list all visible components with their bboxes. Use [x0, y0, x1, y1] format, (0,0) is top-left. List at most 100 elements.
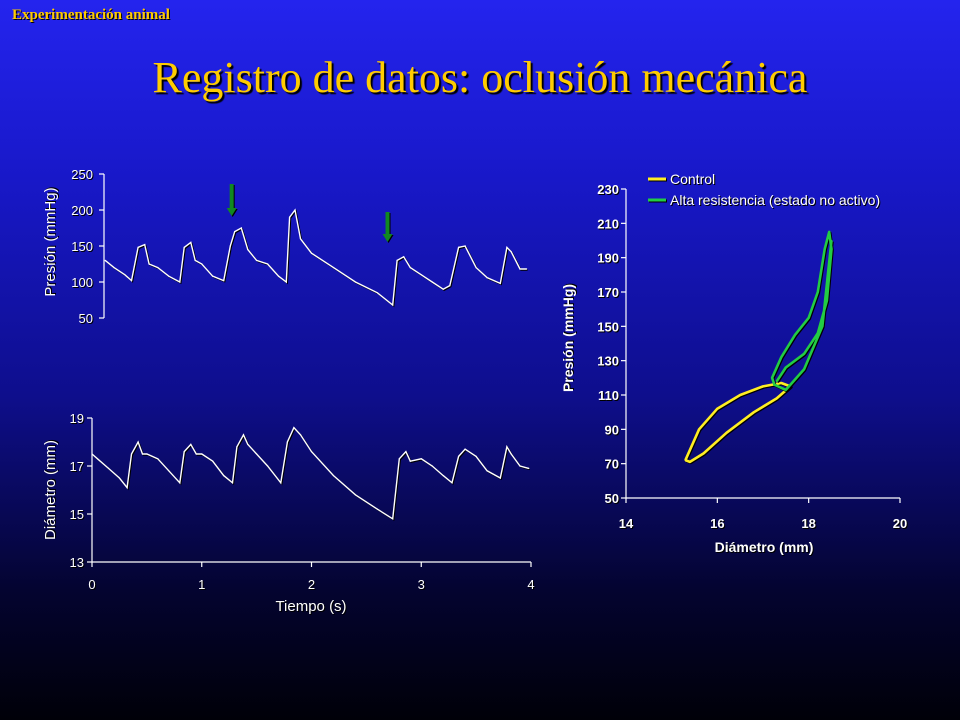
- loop-legend: Control Alta resistencia (estado no activ…: [648, 171, 880, 208]
- pressure-point: [310, 252, 313, 254]
- diameter-point: [376, 508, 378, 510]
- pressure-y-tick-label: 250: [71, 167, 93, 182]
- pressure-point: [449, 285, 451, 287]
- time-x-tick-label: 2: [308, 577, 315, 592]
- pressure-point: [409, 267, 411, 269]
- diameter-point: [499, 477, 501, 479]
- pressure-y-tick-label: 150: [71, 239, 93, 254]
- pressure-point: [148, 263, 150, 265]
- diameter-point: [190, 443, 192, 445]
- diameter-point: [107, 467, 110, 469]
- pressure-point: [458, 246, 460, 248]
- pressure-point: [137, 246, 139, 248]
- loop-point: [785, 389, 787, 391]
- loop-point: [773, 383, 776, 386]
- pressure-y-tick-label: 200: [71, 203, 93, 218]
- loop-point: [716, 407, 719, 410]
- diameter-y-tick-label: 13: [70, 555, 84, 570]
- pressure-arrows: [226, 184, 393, 242]
- pressure-point: [212, 275, 214, 277]
- diameter-point: [299, 434, 302, 436]
- pressure-point: [486, 277, 488, 279]
- loop-point: [830, 239, 833, 242]
- loop-point: [725, 432, 728, 434]
- pressure-point: [431, 281, 433, 283]
- header-tag: Experimentación animal: [12, 7, 170, 23]
- loop-x-tick-label: 14: [619, 516, 634, 531]
- diameter-point: [431, 465, 433, 467]
- diameter-point: [256, 453, 258, 455]
- diameter-point: [231, 482, 234, 484]
- diameter-point: [442, 475, 444, 477]
- pressure-point: [179, 281, 181, 283]
- time-x-tick-label: 1: [198, 577, 205, 592]
- diameter-point: [267, 465, 269, 467]
- diameter-point: [293, 427, 295, 429]
- pressure-point: [234, 231, 236, 233]
- pressure-time-chart: 50 100 150 200 250 Presión (mmHg): [42, 167, 528, 326]
- diameter-point: [168, 470, 170, 472]
- loop-point: [780, 382, 783, 384]
- loop-point: [821, 325, 824, 328]
- loop-point: [780, 356, 783, 358]
- loop-point: [775, 397, 778, 400]
- diameter-point: [146, 453, 148, 455]
- pressure-point: [168, 275, 170, 277]
- diameter-point: [519, 465, 521, 467]
- loop-point: [771, 377, 773, 379]
- pressure-point: [130, 280, 133, 282]
- pressure-point: [442, 288, 444, 290]
- pressure-y-tick-label: 50: [79, 311, 93, 326]
- diameter-point: [201, 453, 203, 455]
- pressure-point: [229, 245, 231, 247]
- diameter-axes: 13 15 17 19 0 1 2 3 4: [70, 411, 535, 592]
- diameter-point: [528, 467, 530, 469]
- occlusion-arrow-head: [226, 208, 237, 216]
- pressure-point: [278, 275, 280, 277]
- loop-point: [689, 461, 691, 463]
- loop-point: [702, 452, 705, 455]
- loop-x-axis-label: Diámetro (mm): [715, 539, 814, 555]
- legend-label: Control: [670, 171, 715, 187]
- diameter-point: [212, 460, 214, 462]
- loop-point: [817, 332, 819, 334]
- occlusion-arrow-head: [382, 234, 393, 242]
- loop-y-tick-label: 110: [598, 388, 619, 403]
- loop-y-tick-label: 70: [605, 457, 619, 472]
- pressure-point: [289, 216, 291, 218]
- pressure-point: [247, 249, 249, 251]
- loop-x-tick-label: 20: [893, 516, 907, 531]
- loop-point: [803, 353, 805, 355]
- pressure-y-tick-label: 100: [71, 275, 93, 290]
- pressure-point: [403, 256, 405, 258]
- diameter-trace-group: [91, 426, 530, 520]
- pressure-point: [144, 244, 146, 246]
- diameter-y-tick-label: 17: [70, 459, 84, 474]
- diameter-point: [141, 453, 144, 455]
- loop-point: [807, 317, 810, 319]
- loop-point: [684, 459, 687, 462]
- diameter-point: [130, 453, 133, 455]
- pressure-point: [294, 209, 296, 211]
- time-x-tick-label: 3: [418, 577, 425, 592]
- pressure-point: [194, 259, 196, 261]
- pressure-point: [240, 227, 242, 229]
- diameter-point: [451, 482, 453, 484]
- diameter-point: [405, 451, 407, 453]
- loop-traces: [684, 230, 833, 464]
- pressure-point: [519, 268, 521, 270]
- diameter-point: [464, 448, 466, 450]
- diameter-y-tick-label: 15: [70, 507, 84, 522]
- pressure-point: [499, 282, 501, 284]
- diameter-point: [137, 441, 139, 443]
- diameter-point: [332, 475, 335, 477]
- diameter-point: [409, 460, 411, 462]
- loop-point: [817, 291, 819, 293]
- pressure-point: [475, 267, 477, 269]
- diameter-point: [157, 458, 159, 460]
- pressure-point: [506, 246, 508, 248]
- pressure-point: [190, 241, 192, 243]
- loop-point: [828, 231, 830, 233]
- pressure-point: [223, 280, 225, 282]
- loop-point: [830, 248, 833, 250]
